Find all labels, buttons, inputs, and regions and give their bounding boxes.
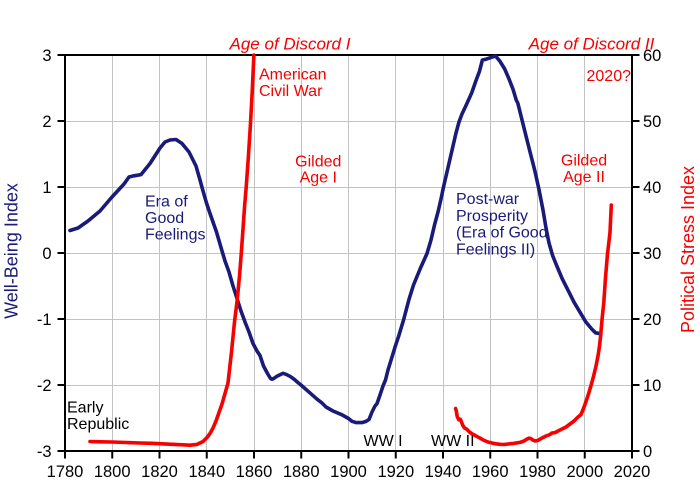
svg-text:-1: -1 [37,311,52,329]
svg-text:Feelings II): Feelings II) [456,241,535,258]
svg-text:30: 30 [643,245,661,263]
svg-text:Age of Discord II: Age of Discord II [528,35,655,54]
svg-text:1900: 1900 [330,463,367,481]
svg-text:1: 1 [42,179,51,197]
svg-text:2020?: 2020? [587,68,632,85]
svg-text:20: 20 [643,311,661,329]
svg-text:1820: 1820 [141,463,178,481]
svg-text:Political Stress Index: Political Stress Index [678,166,698,333]
svg-text:1800: 1800 [94,463,131,481]
svg-text:1920: 1920 [377,463,414,481]
svg-text:50: 50 [643,113,661,131]
svg-text:0: 0 [643,443,652,461]
svg-text:0: 0 [42,245,51,263]
svg-text:Good: Good [145,210,184,227]
svg-text:(Era of Good: (Era of Good [456,225,548,242]
svg-text:Early: Early [67,400,103,417]
svg-text:1960: 1960 [472,463,509,481]
svg-text:2000: 2000 [566,463,603,481]
svg-text:Era of: Era of [145,194,188,211]
svg-text:Age II: Age II [563,169,605,186]
svg-text:40: 40 [643,179,661,197]
svg-text:Age I: Age I [300,170,337,187]
svg-text:1840: 1840 [188,463,225,481]
svg-text:10: 10 [643,377,661,395]
svg-text:Post-war: Post-war [456,191,520,208]
svg-text:1860: 1860 [236,463,273,481]
svg-text:3: 3 [42,47,51,65]
svg-text:-2: -2 [37,377,52,395]
svg-text:Age of Discord I: Age of Discord I [229,35,351,54]
svg-text:1780: 1780 [47,463,84,481]
svg-text:Gilded: Gilded [561,153,607,170]
svg-text:2: 2 [42,113,51,131]
svg-text:1980: 1980 [519,463,556,481]
svg-text:Republic: Republic [67,416,129,433]
svg-text:WW I: WW I [364,433,403,450]
svg-text:60: 60 [643,47,661,65]
svg-text:-3: -3 [37,443,52,461]
svg-text:1940: 1940 [425,463,462,481]
svg-text:Prosperity: Prosperity [456,208,528,225]
svg-text:1880: 1880 [283,463,320,481]
svg-text:Feelings: Feelings [145,227,205,244]
svg-text:Gilded: Gilded [295,153,341,170]
svg-text:Well-Being Index: Well-Being Index [2,183,22,319]
svg-text:American: American [259,66,327,83]
svg-text:2020: 2020 [614,463,651,481]
svg-text:Civil War: Civil War [259,83,323,100]
svg-text:WW II: WW II [431,433,475,450]
